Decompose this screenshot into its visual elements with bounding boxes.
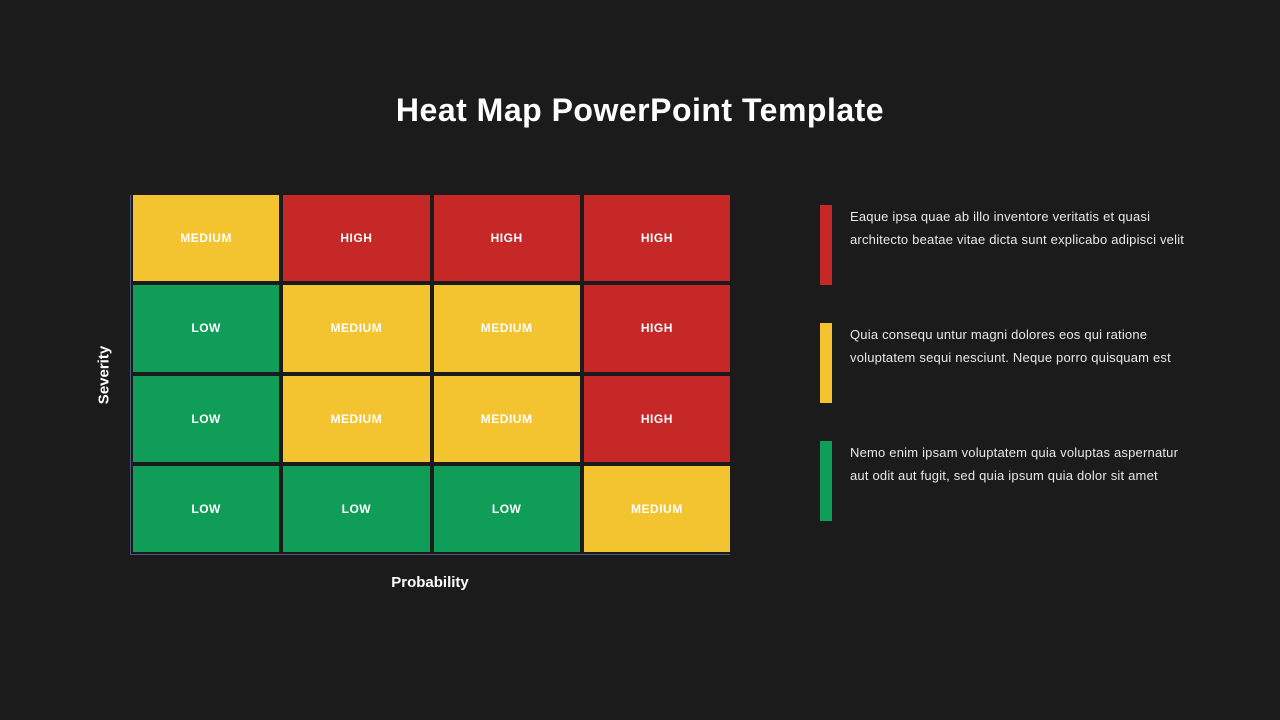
legend-text: Quia consequ untur magni dolores eos qui… xyxy=(850,323,1200,370)
heatmap-cell: HIGH xyxy=(584,376,730,462)
legend-text: Nemo enim ipsam voluptatem quia voluptas… xyxy=(850,441,1200,488)
slide-title: Heat Map PowerPoint Template xyxy=(0,92,1280,129)
y-axis-label: Severity xyxy=(96,346,113,404)
heatmap-cell: MEDIUM xyxy=(434,376,580,462)
heatmap-cell: MEDIUM xyxy=(283,376,429,462)
heatmap-cell: MEDIUM xyxy=(434,285,580,371)
legend-item: Eaque ipsa quae ab illo inventore verita… xyxy=(820,205,1200,285)
heatmap-cell: LOW xyxy=(283,466,429,552)
legend-color-bar xyxy=(820,323,832,403)
x-axis-label: Probability xyxy=(130,574,730,591)
legend: Eaque ipsa quae ab illo inventore verita… xyxy=(820,205,1200,521)
heatmap-cell: HIGH xyxy=(434,195,580,281)
heatmap-cell: MEDIUM xyxy=(283,285,429,371)
heatmap-cell: HIGH xyxy=(283,195,429,281)
legend-color-bar xyxy=(820,441,832,521)
legend-color-bar xyxy=(820,205,832,285)
heatmap-cell: MEDIUM xyxy=(133,195,279,281)
heatmap-cell: LOW xyxy=(133,466,279,552)
heatmap-cell: HIGH xyxy=(584,285,730,371)
heatmap-cell: MEDIUM xyxy=(584,466,730,552)
legend-item: Quia consequ untur magni dolores eos qui… xyxy=(820,323,1200,403)
legend-text: Eaque ipsa quae ab illo inventore verita… xyxy=(850,205,1200,252)
heatmap-cell: HIGH xyxy=(584,195,730,281)
heatmap-grid: MEDIUMHIGHHIGHHIGHLOWMEDIUMMEDIUMHIGHLOW… xyxy=(130,195,730,555)
heatmap-container: Severity MEDIUMHIGHHIGHHIGHLOWMEDIUMMEDI… xyxy=(130,195,730,555)
heatmap-cell: LOW xyxy=(133,376,279,462)
heatmap-cell: LOW xyxy=(133,285,279,371)
legend-item: Nemo enim ipsam voluptatem quia voluptas… xyxy=(820,441,1200,521)
heatmap-cell: LOW xyxy=(434,466,580,552)
